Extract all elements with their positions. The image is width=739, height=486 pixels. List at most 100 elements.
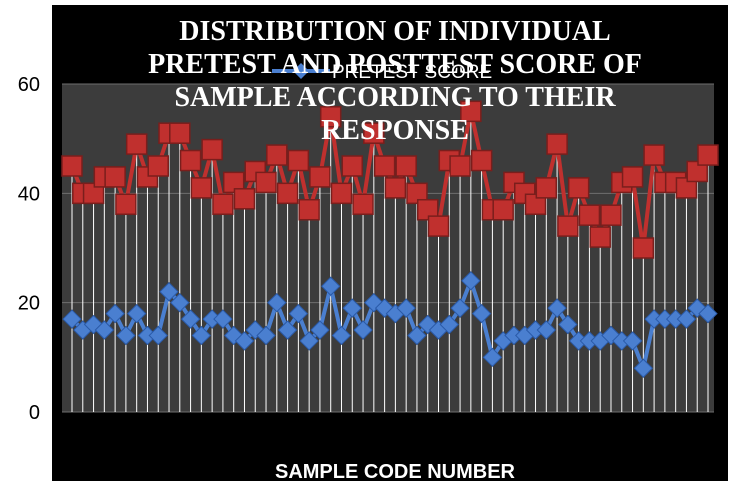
posttest-point [686, 160, 708, 183]
x-tick-label: 37 [449, 438, 471, 460]
posttest-point [363, 122, 385, 144]
title-line-3: SAMPLE ACCORDING TO THEIR [174, 82, 616, 113]
x-tick-label: 19 [255, 438, 277, 460]
posttest-point [61, 155, 83, 177]
posttest-point [147, 155, 169, 177]
posttest-point [621, 166, 644, 188]
x-tick-label: 4 [99, 438, 110, 460]
pretest-point [116, 325, 136, 346]
pretest-point [148, 325, 168, 346]
x-tick-label: 55 [643, 438, 665, 460]
posttest-point [395, 155, 417, 177]
pretest-point [536, 320, 557, 340]
legend: PRETEST SCORE [272, 62, 492, 83]
legend-label-pretest: PRETEST SCORE [332, 62, 492, 83]
legend-marker-icon [293, 63, 309, 79]
title-line-2: PRETEST AND POSTTEST SCORE OF [148, 49, 642, 80]
pretest-point [331, 325, 352, 346]
x-tick-label: 28 [352, 438, 374, 460]
posttest-point [341, 155, 364, 177]
posttest-point [567, 177, 590, 199]
pretest-point [170, 292, 190, 313]
pretest-point [407, 325, 427, 346]
posttest-point [535, 177, 558, 199]
posttest-point [546, 133, 568, 155]
posttest-point [373, 155, 396, 177]
x-tick-label: 52 [611, 438, 633, 460]
posttest-point [557, 215, 579, 237]
posttest-point [524, 193, 547, 216]
x-tick-label: 7 [131, 438, 142, 460]
pretest-point [676, 309, 697, 329]
pretest-point [267, 292, 287, 313]
posttest-point [632, 237, 655, 259]
x-tick-label: 40 [481, 438, 503, 460]
posttest-point [201, 138, 223, 161]
pretest-point [310, 320, 330, 340]
posttest-point [578, 204, 601, 226]
pretest-point [277, 320, 298, 340]
x-tick-label: 46 [546, 438, 568, 460]
pretest-point [558, 314, 578, 335]
posttest-point [287, 149, 310, 172]
x-tick-label: 10 [158, 438, 180, 460]
posttest-point [416, 198, 439, 221]
pretest-point [547, 298, 567, 318]
pretest-point [633, 358, 654, 378]
pretest-point [396, 298, 416, 318]
posttest-point [600, 204, 622, 226]
posttest-point [255, 171, 277, 194]
x-tick-label: 31 [384, 438, 406, 460]
pretest-point [698, 303, 718, 324]
posttest-point [384, 177, 407, 199]
posttest-point [82, 182, 105, 205]
posttest-point [460, 100, 482, 123]
x-axis-title: SAMPLE CODE NUMBER [275, 461, 516, 483]
y-axis-ticks: 0 20 40 60 [18, 74, 40, 424]
posttest-point [276, 182, 299, 205]
posttest-point [492, 198, 514, 221]
posttest-point [427, 215, 450, 237]
x-axis-ticks: 1 4 7 10 13 16 19 22 25 28 31 34 37 40 43 46 49 52 55 58 [66, 438, 697, 460]
pretest-point [299, 331, 319, 351]
x-tick-label: 34 [417, 438, 439, 460]
pretest-point [191, 325, 212, 346]
chart-title: DISTRIBUTION OF INDIVIDUAL PRETEST AND P… [148, 16, 642, 146]
x-tick-label: 22 [287, 438, 309, 460]
y-tick-label: 40 [18, 183, 40, 205]
pretest-point [450, 298, 470, 318]
x-tick-label: 1 [66, 438, 77, 460]
posttest-point [212, 193, 234, 216]
drop-lines [71, 111, 709, 412]
posttest-point [115, 193, 137, 216]
posttest-point [406, 182, 428, 205]
pretest-point [94, 320, 115, 340]
pretest-point [288, 303, 309, 324]
posttest-point [169, 122, 191, 144]
x-tick-label: 58 [675, 438, 697, 460]
x-tick-label: 25 [320, 438, 342, 460]
x-tick-label: 49 [578, 438, 600, 460]
x-tick-label: 16 [223, 438, 245, 460]
pretest-point [342, 298, 362, 318]
posttest-point [675, 177, 698, 199]
posttest-point [266, 144, 288, 166]
pretest-point [482, 347, 503, 368]
posttest-point [233, 188, 256, 210]
posttest-point [352, 193, 374, 216]
title-line-1: DISTRIBUTION OF INDIVIDUAL [179, 16, 610, 47]
pretest-point [126, 303, 147, 324]
posttest-point [319, 106, 342, 128]
pretest-point [62, 309, 82, 329]
posttest-point [697, 144, 719, 166]
pretest-point [622, 331, 643, 351]
posttest-point [125, 133, 148, 155]
pretest-point [353, 320, 373, 340]
pretest-point [461, 271, 481, 291]
title-line-4: RESPONSE [321, 115, 469, 146]
pretest-point [471, 303, 492, 324]
posttest-point [190, 177, 213, 199]
posttest-point [309, 166, 331, 188]
